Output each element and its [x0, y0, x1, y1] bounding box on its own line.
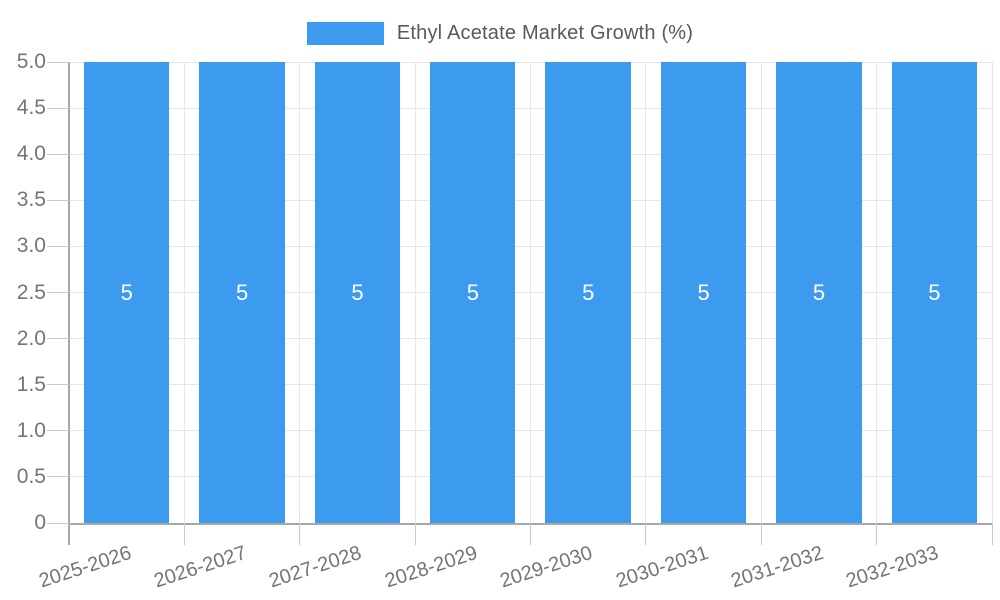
y-tick-label: 1.5 [16, 372, 46, 396]
x-tick [414, 523, 416, 545]
bar-value-label: 5 [582, 279, 595, 305]
y-tick-label: 0.5 [16, 464, 46, 488]
bar-value-label: 5 [697, 279, 710, 305]
y-tick-label: 1.0 [16, 418, 46, 442]
vertical-gridline [876, 62, 878, 523]
vertical-gridline [760, 62, 762, 523]
bar-value-label: 5 [351, 279, 364, 305]
legend-label: Ethyl Acetate Market Growth (%) [396, 21, 694, 44]
y-tick-label: 0 [34, 511, 46, 534]
y-tick-label: 4.0 [16, 142, 46, 166]
y-tick-label: 3.5 [16, 188, 46, 212]
y-tick-label: 3.0 [16, 234, 46, 258]
vertical-gridline [530, 62, 531, 523]
y-tick-label: 2.0 [16, 326, 46, 350]
bar-value-label: 5 [120, 279, 133, 305]
bar[interactable] [314, 62, 401, 523]
vertical-gridline [991, 62, 993, 523]
y-tick [47, 61, 69, 63]
vertical-gridline [183, 62, 185, 523]
x-tick [645, 523, 647, 545]
x-tick [991, 523, 993, 545]
x-tick [299, 523, 301, 545]
y-tick [47, 430, 69, 432]
x-tick [760, 523, 762, 545]
bar-value-label: 5 [812, 279, 826, 305]
bar[interactable] [199, 62, 285, 523]
bar[interactable] [776, 62, 862, 523]
legend[interactable]: Ethyl Acetate Market Growth (%) [0, 14, 1000, 52]
bar[interactable] [545, 62, 631, 523]
y-tick-label: 5.0 [16, 50, 46, 73]
bar-value-label: 5 [235, 279, 249, 305]
bar-value-label: 5 [466, 279, 479, 305]
y-tick [47, 292, 69, 293]
y-tick [47, 107, 69, 109]
y-tick [47, 338, 69, 340]
bar-value-label: 5 [928, 279, 941, 305]
y-tick [47, 476, 69, 478]
bar[interactable] [83, 62, 170, 523]
x-tick [876, 523, 878, 545]
x-tick [183, 523, 185, 545]
bar[interactable] [430, 62, 516, 523]
legend-swatch [306, 21, 384, 45]
vertical-gridline [414, 62, 416, 523]
vertical-gridline [645, 62, 647, 523]
x-tick [530, 523, 531, 545]
plot-area: 5 5 5 5 5 5 5 5 [69, 61, 993, 523]
y-tick [47, 384, 69, 386]
bar[interactable] [660, 62, 747, 523]
y-tick [47, 199, 69, 201]
y-tick-label: 2.5 [16, 280, 46, 304]
y-tick [47, 245, 69, 247]
y-tick-label: 4.5 [16, 96, 46, 120]
vertical-gridline [299, 62, 301, 523]
y-axis-line [68, 62, 70, 545]
y-tick [47, 522, 69, 524]
bar[interactable] [891, 62, 977, 523]
y-tick [47, 153, 69, 155]
